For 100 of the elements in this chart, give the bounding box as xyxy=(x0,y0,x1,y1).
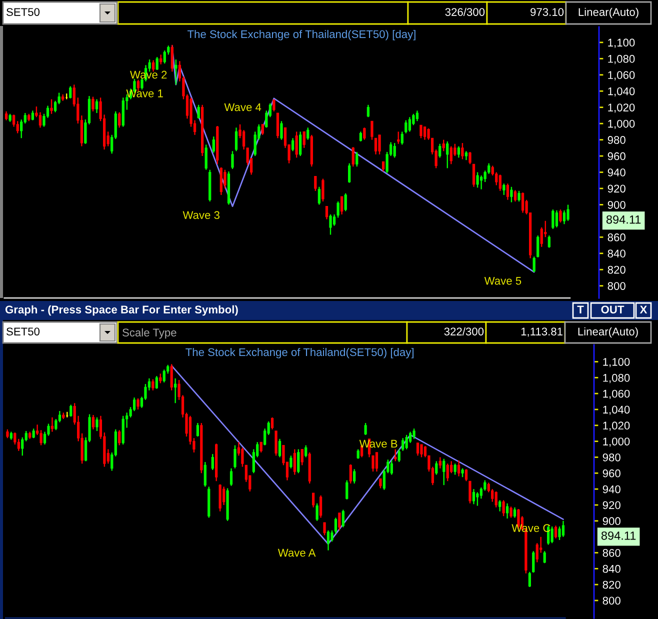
candlestick xyxy=(211,453,214,471)
y-tick-label: 920 xyxy=(608,184,626,193)
candlestick xyxy=(532,256,536,273)
candlestick xyxy=(325,206,328,220)
candlestick xyxy=(352,146,354,168)
candlestick xyxy=(454,463,456,476)
candlestick xyxy=(550,526,554,544)
candlestick xyxy=(299,131,302,157)
text: 322/300 xyxy=(444,327,484,336)
candlestick xyxy=(300,448,304,466)
y-tick-label: 1,000 xyxy=(608,120,635,129)
text: SET50 xyxy=(6,328,40,336)
candlestick xyxy=(92,96,94,112)
candlestick xyxy=(442,139,445,152)
y-tick-label: 980 xyxy=(602,453,620,462)
candlestick xyxy=(338,512,341,532)
candlestick xyxy=(461,142,464,160)
candlestick xyxy=(536,542,538,563)
y-tick-label: 960 xyxy=(602,469,620,478)
y-tick-label: 900 xyxy=(602,517,620,526)
candlestick xyxy=(197,104,200,120)
candlestick xyxy=(518,190,520,202)
candlestick xyxy=(159,373,162,384)
candlestick xyxy=(498,174,502,192)
data-label: Wave 4 xyxy=(224,103,262,112)
y-tick-label: 900 xyxy=(608,200,626,209)
candlestick xyxy=(342,509,344,528)
candlestick xyxy=(170,364,173,391)
candlestick xyxy=(230,468,233,486)
y-tick-label: 800 xyxy=(608,282,626,290)
candlestick xyxy=(480,486,482,500)
text: T xyxy=(577,306,584,314)
candlestick xyxy=(528,571,531,588)
candlestick xyxy=(502,183,506,196)
candlestick xyxy=(454,143,456,157)
candlestick xyxy=(374,138,378,155)
candlestick xyxy=(274,430,278,456)
text: 1,113.81 xyxy=(521,328,562,337)
candlestick xyxy=(196,422,199,438)
candlestick xyxy=(50,98,53,114)
text: 326/300 xyxy=(445,8,485,16)
candlestick xyxy=(118,430,121,446)
candlestick xyxy=(231,150,234,170)
y-tick-label: 860 xyxy=(608,233,626,242)
candlestick xyxy=(96,416,98,432)
candlestick xyxy=(420,444,423,458)
candlestick xyxy=(174,58,178,86)
candlestick xyxy=(562,520,565,538)
candlestick xyxy=(446,140,449,169)
candlestick xyxy=(234,127,238,152)
candlestick xyxy=(20,118,23,139)
candlestick xyxy=(457,460,460,477)
candlestick xyxy=(280,120,283,140)
candlestick xyxy=(498,500,502,512)
candlestick xyxy=(278,438,282,458)
candlestick xyxy=(566,204,570,222)
candlestick xyxy=(160,54,162,65)
candlestick xyxy=(450,460,453,474)
candlestick xyxy=(513,506,516,518)
candlestick xyxy=(379,478,382,489)
candlestick xyxy=(69,86,72,99)
candlestick xyxy=(234,444,236,469)
y-tick-label: 860 xyxy=(602,549,620,557)
candlestick xyxy=(118,112,121,128)
candlestick xyxy=(304,444,308,458)
candlestick xyxy=(532,550,535,574)
candlestick xyxy=(521,192,524,214)
candlestick xyxy=(316,502,318,522)
candlestick xyxy=(559,208,562,224)
candlestick xyxy=(152,60,155,72)
candlestick xyxy=(450,146,452,165)
y-tick-label: 1,060 xyxy=(603,390,630,399)
text: 973.10 xyxy=(530,8,564,16)
candlestick xyxy=(397,131,400,144)
candlestick xyxy=(476,172,479,188)
candlestick xyxy=(353,468,356,484)
candlestick xyxy=(370,120,374,140)
y-tick-label: 1,000 xyxy=(603,438,630,447)
candlestick xyxy=(554,525,558,539)
candlestick xyxy=(12,114,16,128)
line-series xyxy=(170,365,564,545)
candlestick xyxy=(438,143,442,158)
data-label: Wave 3 xyxy=(182,211,220,220)
candlestick xyxy=(319,494,322,518)
candlestick xyxy=(21,436,24,456)
candlestick xyxy=(261,124,264,136)
data-label: Wave 5 xyxy=(484,276,522,285)
y-tick-label: 820 xyxy=(602,580,620,589)
candlestick xyxy=(318,186,321,206)
candlestick xyxy=(398,448,400,463)
candlestick xyxy=(152,378,154,391)
candlestick xyxy=(136,398,140,410)
y-tick-label: 1,080 xyxy=(603,374,630,384)
candlestick xyxy=(276,112,280,139)
candlestick xyxy=(70,404,72,418)
candlestick xyxy=(32,428,35,439)
candlestick xyxy=(329,214,332,236)
candlestick xyxy=(468,480,472,504)
y-tick-label: 840 xyxy=(602,564,620,573)
candlestick xyxy=(363,127,366,140)
